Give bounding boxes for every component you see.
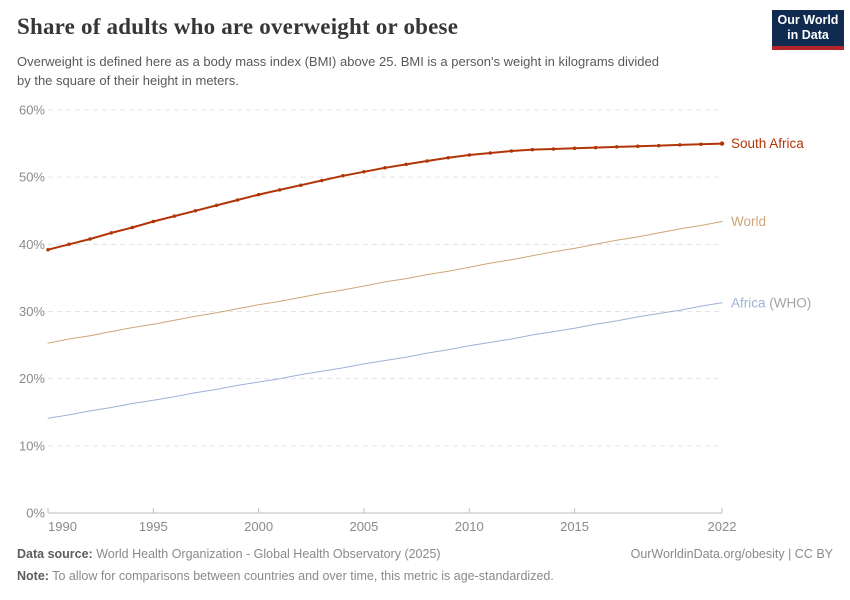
data-point-marker <box>425 159 429 163</box>
chart-note: Note: To allow for comparisons between c… <box>17 569 554 583</box>
data-point-marker <box>488 151 493 155</box>
data-point-marker <box>572 146 577 151</box>
series-line-world[interactable] <box>47 221 723 344</box>
data-point-marker <box>214 203 219 208</box>
x-tick-label: 1990 <box>48 519 77 534</box>
data-point-marker <box>172 214 177 218</box>
owid-logo-line2: in Data <box>787 28 829 42</box>
legend-label-world[interactable]: World <box>731 214 766 229</box>
data-point-marker <box>404 162 408 167</box>
y-tick-label: 30% <box>19 304 45 319</box>
y-tick-label: 40% <box>19 237 45 252</box>
data-point-marker <box>88 237 92 241</box>
x-tick-label: 2022 <box>708 519 737 534</box>
legend-label-south-africa[interactable]: South Africa <box>731 136 804 151</box>
data-point-marker <box>193 209 198 213</box>
data-point-marker <box>151 219 156 224</box>
data-point-marker <box>109 231 113 235</box>
data-point-marker <box>341 174 345 178</box>
data-point-marker <box>719 141 725 146</box>
data-point-marker <box>46 247 50 252</box>
data-point-marker <box>299 183 303 187</box>
data-source-label: Data source: <box>17 547 93 561</box>
x-tick-label: 2015 <box>560 519 589 534</box>
x-tick-label: 2005 <box>349 519 378 534</box>
data-point-marker <box>130 225 135 230</box>
data-point-marker <box>657 143 661 148</box>
note-value: To allow for comparisons between countri… <box>48 569 554 583</box>
legend-label-africa[interactable]: Africa (WHO) <box>731 295 811 310</box>
y-tick-label: 10% <box>19 438 45 453</box>
chart-subtitle: Overweight is defined here as a body mas… <box>17 52 659 90</box>
data-point-marker <box>530 147 535 152</box>
series-line-south-africa[interactable] <box>47 142 723 251</box>
data-point-marker <box>467 153 472 157</box>
chart-subtitle-line2: by the square of their height in meters. <box>17 73 239 88</box>
data-point-marker <box>636 144 640 149</box>
x-tick-label: 1995 <box>139 519 168 534</box>
chart-footer: Data source: World Health Organization -… <box>17 547 833 561</box>
data-point-marker <box>320 178 324 183</box>
data-point-marker <box>362 170 366 174</box>
data-source-text: Data source: World Health Organization -… <box>17 547 441 561</box>
page-title: Share of adults who are overweight or ob… <box>17 14 459 39</box>
data-point-marker <box>509 149 514 153</box>
data-point-marker <box>593 145 598 150</box>
y-tick-label: 50% <box>19 170 45 185</box>
series-line-africa[interactable] <box>47 302 723 419</box>
data-point-marker <box>256 192 261 197</box>
data-point-marker <box>277 188 282 192</box>
x-tick-label: 2010 <box>455 519 484 534</box>
data-point-marker <box>235 198 240 202</box>
owid-logo-line1: Our World <box>777 13 839 27</box>
data-point-marker <box>383 166 387 170</box>
data-point-marker <box>551 147 556 151</box>
data-point-marker <box>67 242 71 247</box>
data-point-marker <box>678 143 682 147</box>
data-source-value: World Health Organization - Global Healt… <box>92 547 441 561</box>
y-tick-label: 0% <box>26 506 45 521</box>
y-tick-label: 20% <box>19 371 45 386</box>
chart-subtitle-line1: Overweight is defined here as a body mas… <box>17 54 659 69</box>
data-point-marker <box>446 155 450 160</box>
x-tick-label: 2000 <box>244 519 273 534</box>
license-link[interactable]: OurWorldinData.org/obesity | CC BY <box>630 547 833 561</box>
note-label: Note: <box>17 569 49 583</box>
legend-label-suffix: (WHO) <box>766 295 812 310</box>
y-tick-label: 60% <box>19 103 45 118</box>
data-point-marker <box>614 145 619 149</box>
owid-logo[interactable]: Our World in Data <box>772 10 844 50</box>
data-point-marker <box>699 142 703 147</box>
